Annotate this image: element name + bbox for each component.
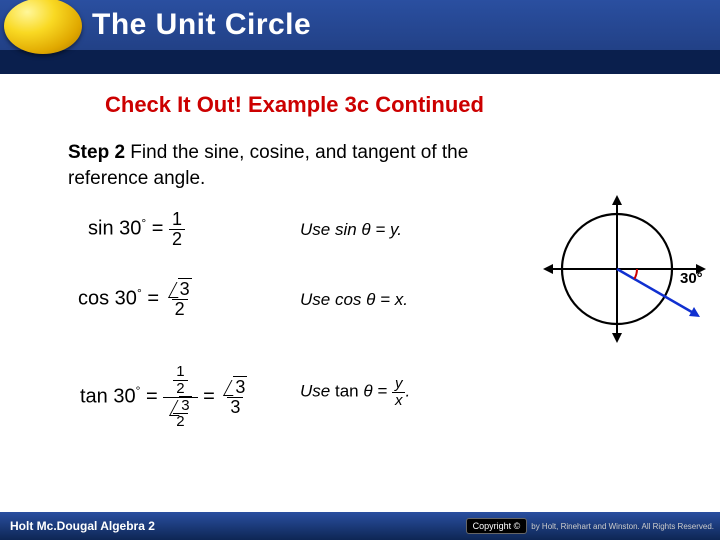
sin-num: 1 [169, 210, 185, 229]
footer-copyright: Copyright © by Holt, Rinehart and Winsto… [466, 516, 714, 536]
sin-fraction: 1 2 [169, 210, 185, 249]
page-title: The Unit Circle [92, 8, 311, 42]
content-area: Check It Out! Example 3c Continued Step … [0, 74, 720, 512]
footer-source: Holt Mc.Dougal Algebra 2 [0, 519, 155, 533]
arrow-down-icon [612, 333, 622, 343]
copyright-badge: Copyright © [466, 518, 528, 534]
cos-lhs: cos 30 [78, 288, 137, 310]
angle-label: 30° [680, 270, 703, 287]
sin-den: 2 [169, 229, 185, 249]
tan-frac-final: 3 3 [220, 378, 250, 417]
tan-final-num: 3 [220, 378, 250, 397]
title-bar: The Unit Circle [0, 0, 720, 74]
tan-f1d: 32 [163, 397, 197, 431]
equation-cos: cos 30° = 3 2 [78, 280, 195, 319]
equals-sign: = [146, 385, 163, 407]
cos-fraction: 3 2 [165, 280, 195, 319]
copyright-text: by Holt, Rinehart and Winston. All Right… [531, 522, 714, 531]
step-label: Step 2 [68, 142, 125, 163]
tan-f1n: 12 [170, 364, 190, 397]
step-instruction: Step 2 Find the sine, cosine, and tangen… [68, 140, 498, 191]
step-body: Find the sine, cosine, and tangent of th… [68, 142, 468, 189]
tan-frac1: 12 32 [163, 364, 197, 430]
degree-symbol: ° [141, 216, 146, 230]
note-cos: Use cos θ = x. [300, 290, 408, 310]
degree-symbol: ° [137, 286, 142, 300]
equation-sin: sin 30° = 1 2 [88, 210, 185, 249]
subtitle: Check It Out! Example 3c Continued [105, 92, 484, 118]
arrow-up-icon [612, 195, 622, 205]
equals-sign: = [147, 288, 164, 310]
note-sin: Use sin θ = y. [300, 220, 402, 240]
tan-lhs: tan 30 [80, 385, 136, 407]
angle-arc [634, 269, 637, 279]
unit-circle-diagram: 30° [542, 194, 692, 344]
equation-tan: tan 30° = 12 32 = 3 3 [80, 364, 250, 430]
equals-sign: = [203, 385, 220, 407]
equals-sign: = [152, 218, 169, 240]
note-tan: Use tan θ = yx. [300, 376, 410, 409]
unit-circle-svg [542, 194, 712, 344]
cos-den: 2 [172, 299, 188, 319]
tan-final-den: 3 [227, 397, 243, 417]
arrow-left-icon [543, 264, 553, 274]
degree-symbol: ° [136, 384, 141, 398]
cos-num: 3 [165, 280, 195, 299]
sin-lhs: sin 30 [88, 218, 141, 240]
footer-bar: Holt Mc.Dougal Algebra 2 Copyright © by … [0, 512, 720, 540]
logo-sphere [4, 0, 82, 54]
